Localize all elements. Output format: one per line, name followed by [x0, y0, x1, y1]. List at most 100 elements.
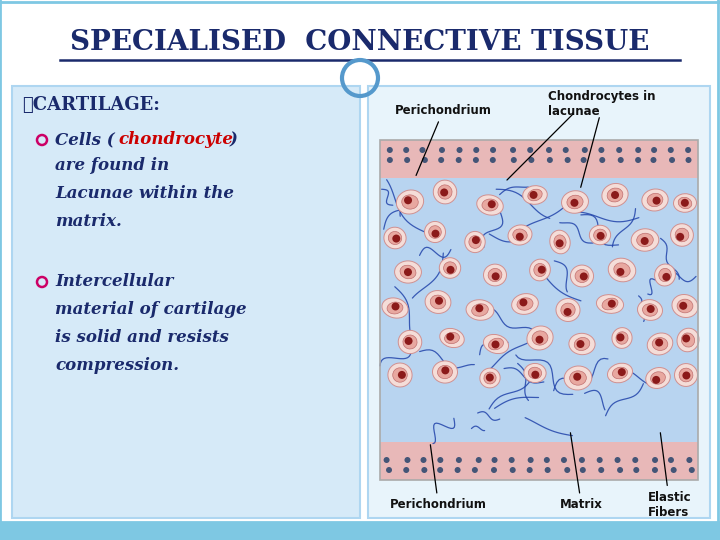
Circle shape — [685, 147, 691, 153]
Text: material of cartilage: material of cartilage — [55, 301, 247, 319]
Ellipse shape — [607, 188, 623, 202]
Circle shape — [632, 457, 638, 463]
FancyBboxPatch shape — [12, 86, 360, 518]
Circle shape — [398, 371, 406, 379]
Circle shape — [669, 157, 675, 163]
Circle shape — [579, 457, 585, 463]
Ellipse shape — [569, 333, 595, 355]
Circle shape — [492, 341, 500, 348]
Circle shape — [647, 305, 654, 313]
Ellipse shape — [554, 235, 566, 249]
Circle shape — [561, 457, 567, 463]
Circle shape — [486, 374, 494, 382]
Circle shape — [386, 467, 392, 473]
Circle shape — [405, 337, 413, 345]
Circle shape — [611, 191, 619, 199]
Circle shape — [635, 157, 641, 163]
Circle shape — [487, 200, 496, 208]
Ellipse shape — [642, 189, 668, 211]
Ellipse shape — [651, 372, 665, 384]
Circle shape — [387, 157, 393, 163]
Ellipse shape — [483, 334, 508, 354]
Circle shape — [392, 302, 400, 310]
Ellipse shape — [673, 194, 696, 212]
Circle shape — [580, 273, 588, 280]
Text: ): ) — [230, 132, 238, 148]
Ellipse shape — [636, 233, 653, 247]
Ellipse shape — [675, 363, 698, 387]
Ellipse shape — [513, 229, 527, 241]
Ellipse shape — [425, 221, 446, 242]
Circle shape — [546, 147, 552, 153]
Circle shape — [679, 302, 687, 310]
Ellipse shape — [613, 367, 628, 379]
Circle shape — [446, 266, 454, 274]
Text: Lacunae within the: Lacunae within the — [55, 186, 234, 202]
Circle shape — [667, 147, 674, 153]
Circle shape — [519, 299, 528, 306]
Circle shape — [536, 336, 544, 343]
Text: Chondrocytes in
lacunae: Chondrocytes in lacunae — [548, 90, 655, 118]
Circle shape — [510, 147, 516, 153]
Circle shape — [491, 467, 497, 473]
Circle shape — [527, 467, 533, 473]
Circle shape — [635, 147, 642, 153]
FancyBboxPatch shape — [380, 442, 698, 480]
Circle shape — [580, 467, 586, 473]
Ellipse shape — [488, 268, 502, 281]
Ellipse shape — [384, 227, 406, 249]
Circle shape — [689, 467, 695, 473]
Ellipse shape — [681, 333, 695, 347]
Circle shape — [422, 157, 428, 163]
Ellipse shape — [550, 230, 570, 254]
Ellipse shape — [465, 232, 485, 253]
Ellipse shape — [508, 225, 532, 245]
Circle shape — [528, 157, 534, 163]
Ellipse shape — [439, 258, 461, 278]
Circle shape — [530, 191, 538, 199]
Ellipse shape — [392, 368, 408, 382]
Text: Intercellular: Intercellular — [55, 273, 174, 291]
Circle shape — [475, 304, 483, 312]
Circle shape — [570, 199, 578, 207]
Ellipse shape — [670, 224, 693, 246]
Ellipse shape — [570, 265, 593, 287]
Circle shape — [420, 457, 426, 463]
Ellipse shape — [400, 265, 416, 279]
Ellipse shape — [469, 235, 481, 248]
Ellipse shape — [523, 186, 547, 204]
Text: compression.: compression. — [55, 357, 179, 375]
Circle shape — [683, 372, 690, 380]
Ellipse shape — [402, 195, 418, 209]
Ellipse shape — [561, 303, 575, 317]
Ellipse shape — [637, 300, 662, 320]
Circle shape — [597, 232, 605, 240]
Ellipse shape — [466, 300, 494, 320]
Circle shape — [599, 157, 606, 163]
Circle shape — [403, 147, 409, 153]
Ellipse shape — [570, 371, 586, 385]
Circle shape — [686, 457, 693, 463]
Circle shape — [437, 457, 444, 463]
Circle shape — [544, 467, 551, 473]
Circle shape — [421, 467, 428, 473]
Ellipse shape — [602, 184, 628, 207]
Circle shape — [608, 300, 616, 308]
Text: Perichondrium: Perichondrium — [395, 104, 492, 176]
Ellipse shape — [388, 363, 412, 387]
Circle shape — [473, 147, 480, 153]
Ellipse shape — [677, 328, 699, 352]
Circle shape — [564, 467, 570, 473]
Circle shape — [492, 457, 498, 463]
Circle shape — [472, 467, 478, 473]
Ellipse shape — [512, 294, 539, 314]
Circle shape — [441, 367, 449, 374]
Ellipse shape — [403, 335, 417, 349]
Circle shape — [404, 157, 410, 163]
Ellipse shape — [397, 190, 423, 214]
Circle shape — [454, 467, 461, 473]
Circle shape — [564, 308, 572, 316]
Circle shape — [528, 457, 534, 463]
Ellipse shape — [387, 302, 403, 314]
Ellipse shape — [398, 330, 422, 354]
